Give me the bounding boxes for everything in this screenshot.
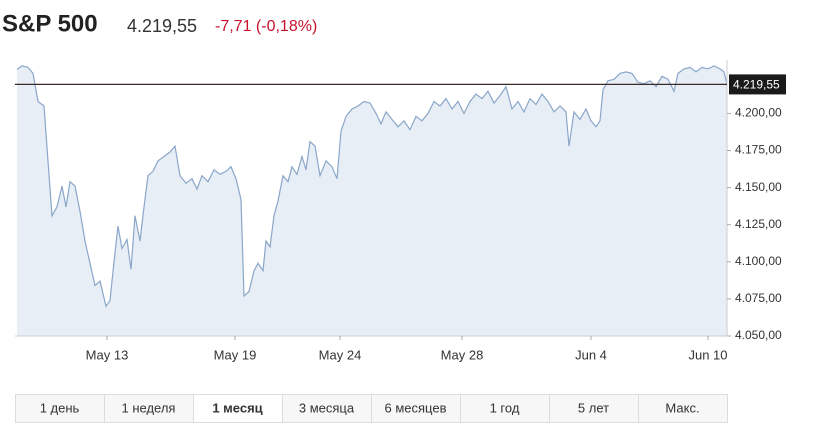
period-tab[interactable]: [638, 394, 728, 423]
period-tab-label[interactable]: 5 лет: [578, 400, 609, 415]
period-tab-label[interactable]: 6 месяцев: [385, 400, 447, 415]
period-tabs: 1 день 1 неделя 1 месяц 3 месяца 6 месяцев 1 …: [15, 394, 728, 423]
period-tab-label[interactable]: 1 неделя: [122, 400, 176, 415]
area-fill: [17, 65, 727, 337]
period-tab-label[interactable]: 1 день: [40, 400, 80, 415]
y-tick-label: 4.075,00: [735, 291, 782, 305]
period-tab[interactable]: [460, 394, 550, 423]
last-price-box: [729, 74, 786, 95]
x-tick-label: Jun 4: [575, 347, 607, 362]
x-tick-label: May 13: [86, 347, 129, 362]
title: S&P 500: [2, 10, 98, 37]
period-tab[interactable]: [104, 394, 194, 423]
period-tab[interactable]: [193, 394, 283, 423]
price: 4.219,55: [127, 16, 197, 36]
change: -7,71 (-0,18%): [215, 18, 317, 35]
plot: investing.com4.050,004.075,004.100,004.1…: [15, 60, 786, 362]
x-tick-label: May 19: [214, 347, 257, 362]
x-tick-label: Jun 10: [688, 347, 727, 362]
period-tab-label[interactable]: 1 месяц: [212, 400, 262, 415]
x-tick-label: May 28: [441, 347, 484, 362]
y-tick-label: 4.125,00: [735, 217, 782, 231]
y-tick-label: 4.175,00: [735, 143, 782, 157]
y-tick-label: 4.100,00: [735, 254, 782, 268]
period-tab[interactable]: [282, 394, 372, 423]
x-tick-label: May 24: [319, 347, 362, 362]
y-tick-label: 4.150,00: [735, 180, 782, 194]
price-line: [16, 65, 728, 308]
last-price-label: 4.219,55: [733, 78, 780, 92]
period-tab-label[interactable]: Макс.: [665, 400, 699, 415]
period-tab-label[interactable]: 3 месяца: [299, 400, 355, 415]
period-tab[interactable]: [549, 394, 639, 423]
period-tab[interactable]: [15, 394, 105, 423]
period-tab-label[interactable]: 1 год: [490, 400, 520, 415]
y-tick-label: 4.200,00: [735, 106, 782, 120]
y-tick-label: 4.050,00: [735, 328, 782, 342]
